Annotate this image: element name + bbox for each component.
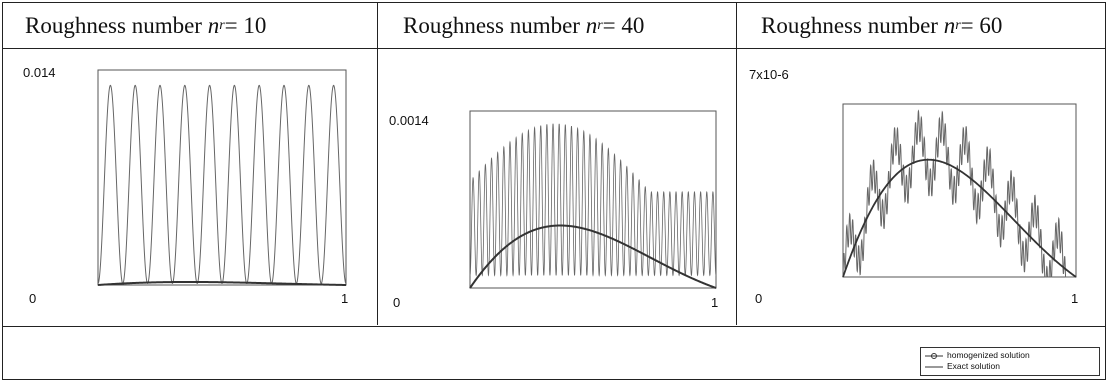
legend-label-homogenized: homogenized solution <box>947 350 1030 360</box>
panel-1-ymax-label: 0.014 <box>23 65 56 80</box>
panel-2-xmax-label: 1 <box>711 295 719 310</box>
panel-2-ymax-label: 0.0014 <box>389 113 429 128</box>
panel-3-plot <box>842 103 1077 278</box>
panel-1-xmax-label: 1 <box>341 291 349 306</box>
panel-3-ymax-label: 7x10-6 <box>749 67 789 82</box>
panel-2-plot-frame <box>469 110 717 289</box>
column-divider-1 <box>377 3 378 325</box>
panel-3-xmin-label: 0 <box>755 291 763 306</box>
footer-divider <box>3 326 1105 327</box>
panel-3-plot-frame <box>842 103 1077 278</box>
legend: homogenized solution Exact solution <box>920 347 1100 376</box>
legend-entry-exact: Exact solution <box>925 361 1095 372</box>
panel-2-xmin-label: 0 <box>393 295 401 310</box>
column-divider-2 <box>736 3 737 325</box>
panel-1-series-exact <box>97 280 347 286</box>
legend-marker-line-icon <box>925 366 943 367</box>
panel-2-series-homogenized <box>469 123 717 277</box>
panel-1-xmin-label: 0 <box>29 291 37 306</box>
panel-3-series-exact <box>842 158 1077 278</box>
panel-3-series-homogenized <box>842 109 1076 278</box>
header-divider <box>3 48 1105 49</box>
panel-3-xmax-label: 1 <box>1071 291 1079 306</box>
panel-2-series-exact <box>469 224 717 289</box>
legend-label-exact: Exact solution <box>947 361 1000 371</box>
panel-1-series-homogenized <box>97 84 347 285</box>
legend-marker-circle-icon <box>925 352 943 359</box>
panel-1-plot <box>97 69 347 286</box>
panel-1-plot-frame <box>97 69 347 286</box>
legend-entry-homogenized: homogenized solution <box>925 350 1095 361</box>
panel-2-plot <box>469 110 717 289</box>
